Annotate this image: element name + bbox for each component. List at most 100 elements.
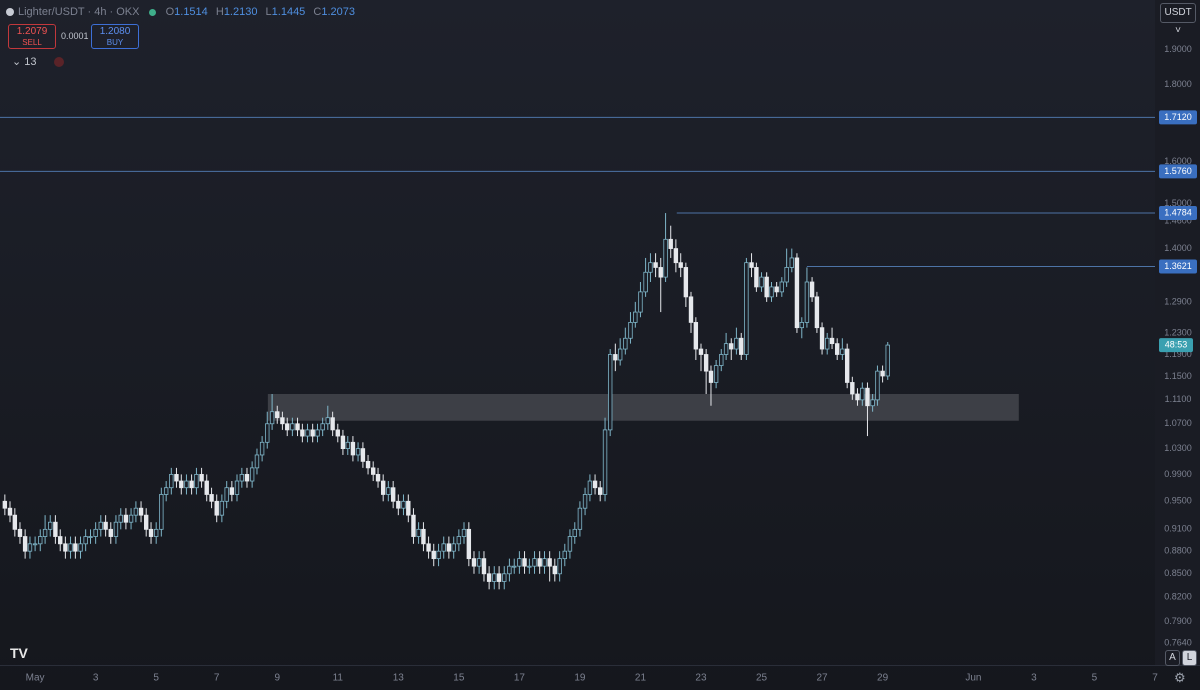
indicators-count: 13 <box>24 56 37 68</box>
candle-body <box>471 558 477 567</box>
auto-scale-button[interactable]: A <box>1165 650 1180 666</box>
countdown: 48:53 <box>1165 339 1188 349</box>
candle-body <box>174 474 179 482</box>
logo: TV <box>10 645 28 661</box>
candle-body <box>325 417 330 425</box>
candle-body <box>844 348 850 383</box>
ohlc-key: O <box>165 6 175 18</box>
candle-body <box>759 276 764 288</box>
candle-body <box>481 558 487 575</box>
candle-body <box>739 337 744 355</box>
countdown-bg <box>1159 338 1193 353</box>
candle-body <box>855 393 860 401</box>
candle-body <box>426 543 431 552</box>
candle-body <box>663 238 668 278</box>
candle-body <box>133 507 139 516</box>
candle-body <box>239 474 245 482</box>
candle-body <box>698 348 704 355</box>
sell-price: 1.2079 <box>16 26 48 37</box>
ohlc-key: C <box>313 6 322 18</box>
y-tick-label: 0.8500 <box>1164 568 1192 578</box>
candle-body <box>441 543 446 552</box>
candle-body <box>613 354 618 361</box>
candle-body <box>648 262 653 273</box>
candle-body <box>53 521 58 537</box>
y-tick-label: 0.9100 <box>1164 524 1192 534</box>
x-tick-label: May <box>26 673 45 684</box>
candle-body <box>38 536 43 545</box>
candle-body <box>658 267 663 278</box>
symbol-row: Lighter/USDT · 4h · OKX O1.1514 H1.2130 … <box>6 6 355 18</box>
y-tick-label: 1.1500 <box>1164 371 1192 381</box>
candle-body <box>713 365 719 383</box>
x-tick-label: 7 <box>214 673 220 684</box>
candle-body <box>723 343 729 355</box>
candle-body <box>678 262 683 268</box>
y-tick-label: 0.9900 <box>1164 469 1192 479</box>
buy-button[interactable]: 1.2080 BUY <box>91 24 139 49</box>
candle-body <box>850 382 855 395</box>
log-scale-button[interactable]: L <box>1182 650 1197 666</box>
candle-body <box>179 480 184 489</box>
alert-icon <box>53 57 64 68</box>
candle-body <box>456 536 462 545</box>
candle-body <box>809 281 815 298</box>
candle-body <box>209 494 214 502</box>
candle-body <box>729 343 734 350</box>
candle-body <box>557 558 562 575</box>
candle-body <box>461 528 467 537</box>
x-tick-label: 27 <box>816 673 828 684</box>
candle-body <box>234 480 240 495</box>
candle-body <box>290 423 295 431</box>
candle-body <box>83 536 88 545</box>
level-label-bg <box>1159 259 1197 274</box>
candle-body <box>275 411 280 419</box>
candle-body <box>48 521 53 530</box>
sell-button[interactable]: 1.2079 SELL <box>8 24 56 49</box>
candle-body <box>254 454 260 469</box>
candle-body <box>259 441 265 456</box>
candle-body <box>310 429 315 437</box>
buy-label: BUY <box>106 38 124 47</box>
candle-body <box>42 528 48 537</box>
y-tick-label: 0.9500 <box>1164 496 1192 506</box>
candle-body <box>577 507 583 530</box>
candle-body <box>380 480 386 495</box>
x-tick-label: 21 <box>635 673 647 684</box>
candle-body <box>411 514 416 537</box>
candle-body <box>285 423 290 431</box>
candle-body <box>370 467 376 475</box>
candle-body <box>123 514 129 523</box>
settings-icon[interactable]: ⚙ <box>1174 670 1186 685</box>
candle-body <box>708 370 714 383</box>
candle-body <box>143 514 149 530</box>
candle-body <box>617 348 623 361</box>
y-tick-label: 0.7640 <box>1164 638 1192 648</box>
ohlc-key: L <box>265 6 272 18</box>
candle-body <box>744 262 749 355</box>
candle-body <box>340 435 346 450</box>
candle-body <box>623 337 628 350</box>
candle-body <box>446 543 452 552</box>
y-tick-label: 1.6000 <box>1164 156 1192 166</box>
candle-body <box>2 500 8 509</box>
candle-body <box>633 311 638 323</box>
candle-body <box>78 543 83 552</box>
candle-body <box>829 337 835 345</box>
y-tick-label: 1.1100 <box>1165 394 1192 404</box>
level-label: 1.7120 <box>1164 112 1192 122</box>
candle-body <box>295 423 300 431</box>
indicators-toggle[interactable]: ⌄ 13 <box>12 55 64 68</box>
y-tick-label: 1.9000 <box>1164 44 1192 54</box>
y-tick-label: 1.0700 <box>1164 418 1192 428</box>
currency-button[interactable]: USDT ˅ <box>1160 3 1196 36</box>
candle-body <box>734 337 739 350</box>
ohlc-value: 1.2073 <box>321 6 355 18</box>
symbol[interactable]: Lighter/USDT · 4h · OKX <box>18 6 140 18</box>
candle-body <box>719 354 724 366</box>
candle-body <box>552 565 557 575</box>
candle-body <box>547 558 552 567</box>
candle-body <box>269 411 275 425</box>
candle-body <box>159 494 164 530</box>
